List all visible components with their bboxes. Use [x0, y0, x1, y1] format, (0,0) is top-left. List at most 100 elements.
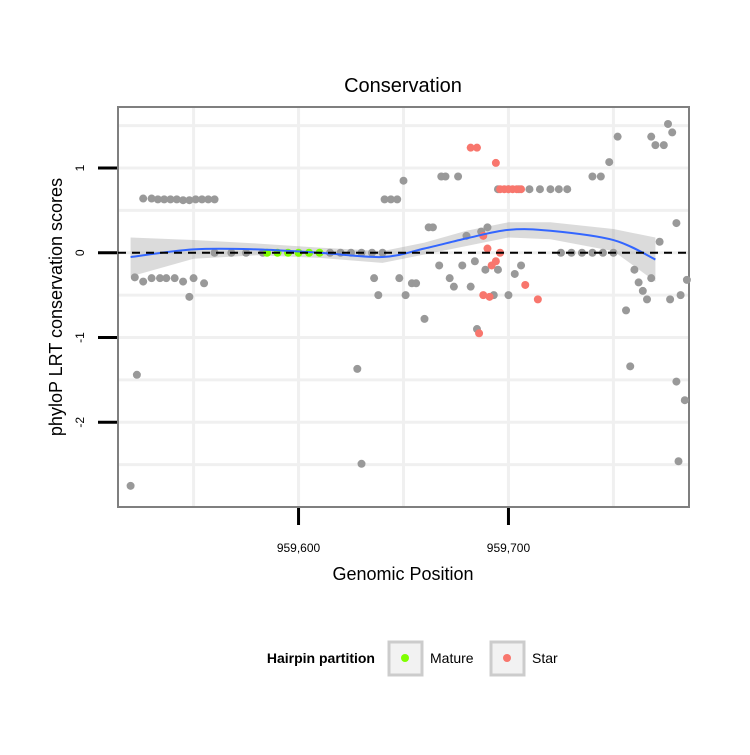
point-other — [510, 269, 519, 278]
point-other — [160, 195, 169, 204]
point-star — [491, 158, 500, 167]
point-other — [353, 364, 362, 373]
point-other — [630, 265, 639, 274]
point-other — [399, 176, 408, 185]
legend-swatch-mature — [401, 654, 409, 662]
point-other — [380, 195, 389, 204]
point-star — [521, 280, 530, 289]
point-other — [605, 158, 614, 167]
point-other — [622, 306, 631, 315]
legend: Hairpin partition Mature Star — [267, 640, 558, 677]
point-other — [647, 132, 656, 141]
point-other — [449, 282, 458, 291]
point-other — [651, 141, 660, 150]
point-other — [189, 274, 198, 283]
point-other — [596, 172, 605, 181]
point-other — [554, 185, 563, 194]
legend-title: Hairpin partition — [267, 650, 375, 666]
point-other — [197, 195, 206, 204]
smooth-curve — [130, 228, 656, 261]
point-star — [485, 292, 494, 301]
point-other — [458, 261, 467, 270]
point-other — [170, 274, 179, 283]
point-other — [647, 274, 656, 283]
point-other — [672, 377, 681, 386]
point-other — [643, 295, 652, 304]
point-other — [412, 279, 421, 288]
point-other — [483, 223, 492, 232]
point-other — [357, 459, 366, 468]
y-tick-label: -1 — [73, 332, 87, 343]
point-star — [491, 257, 500, 266]
y-tick-label: -2 — [73, 417, 87, 428]
point-other — [666, 295, 675, 304]
point-other — [535, 185, 544, 194]
point-other — [162, 274, 171, 283]
point-other — [200, 279, 209, 288]
chart-title: Conservation — [344, 75, 462, 97]
point-other — [445, 274, 454, 283]
point-star — [466, 143, 475, 152]
point-other — [588, 172, 597, 181]
x-tick-label: 959,600 — [277, 541, 321, 555]
confidence-ribbon — [130, 222, 656, 282]
point-other — [191, 195, 200, 204]
y-axis-label: phyloP LRT conservation scores — [46, 178, 66, 436]
point-other — [525, 185, 534, 194]
point-other — [481, 265, 490, 274]
point-other — [563, 185, 572, 194]
point-other — [441, 172, 450, 181]
point-other — [185, 292, 194, 301]
point-star — [533, 295, 542, 304]
legend-label-mature: Mature — [430, 650, 474, 666]
point-other — [428, 223, 437, 232]
point-other — [147, 194, 156, 203]
point-other — [172, 195, 181, 204]
y-tick-label: 1 — [73, 164, 87, 171]
point-star — [517, 185, 526, 194]
point-other — [210, 195, 219, 204]
point-star — [479, 291, 488, 300]
point-other — [672, 219, 681, 228]
point-other — [420, 314, 429, 323]
point-other — [378, 248, 387, 257]
point-other — [668, 128, 677, 137]
point-other — [435, 261, 444, 270]
point-other — [179, 277, 188, 286]
point-star — [472, 143, 481, 152]
point-other — [179, 196, 188, 205]
point-other — [680, 396, 689, 405]
point-other — [664, 119, 673, 128]
point-star — [483, 244, 492, 253]
y-tick-label: 0 — [73, 249, 87, 256]
point-other — [682, 275, 691, 284]
point-other — [401, 291, 410, 300]
point-other — [638, 286, 647, 295]
point-other — [546, 185, 555, 194]
point-other — [370, 274, 379, 283]
legend-label-star: Star — [532, 650, 558, 666]
point-other — [655, 237, 664, 246]
legend-swatch-star — [503, 654, 511, 662]
point-other — [166, 195, 175, 204]
smooth-line — [130, 228, 656, 261]
point-other — [634, 278, 643, 287]
point-other — [395, 274, 404, 283]
point-other — [556, 248, 565, 257]
point-other — [598, 248, 607, 257]
point-other — [132, 370, 141, 379]
point-other — [659, 141, 668, 150]
point-other — [155, 274, 164, 283]
x-axis-label: Genomic Position — [332, 564, 473, 584]
point-other — [386, 195, 395, 204]
point-other — [454, 172, 463, 181]
point-other — [676, 291, 685, 300]
point-other — [153, 195, 162, 204]
point-other — [674, 457, 683, 466]
point-other — [130, 273, 139, 282]
point-other — [470, 257, 479, 266]
point-other — [139, 277, 148, 286]
point-other — [374, 291, 383, 300]
